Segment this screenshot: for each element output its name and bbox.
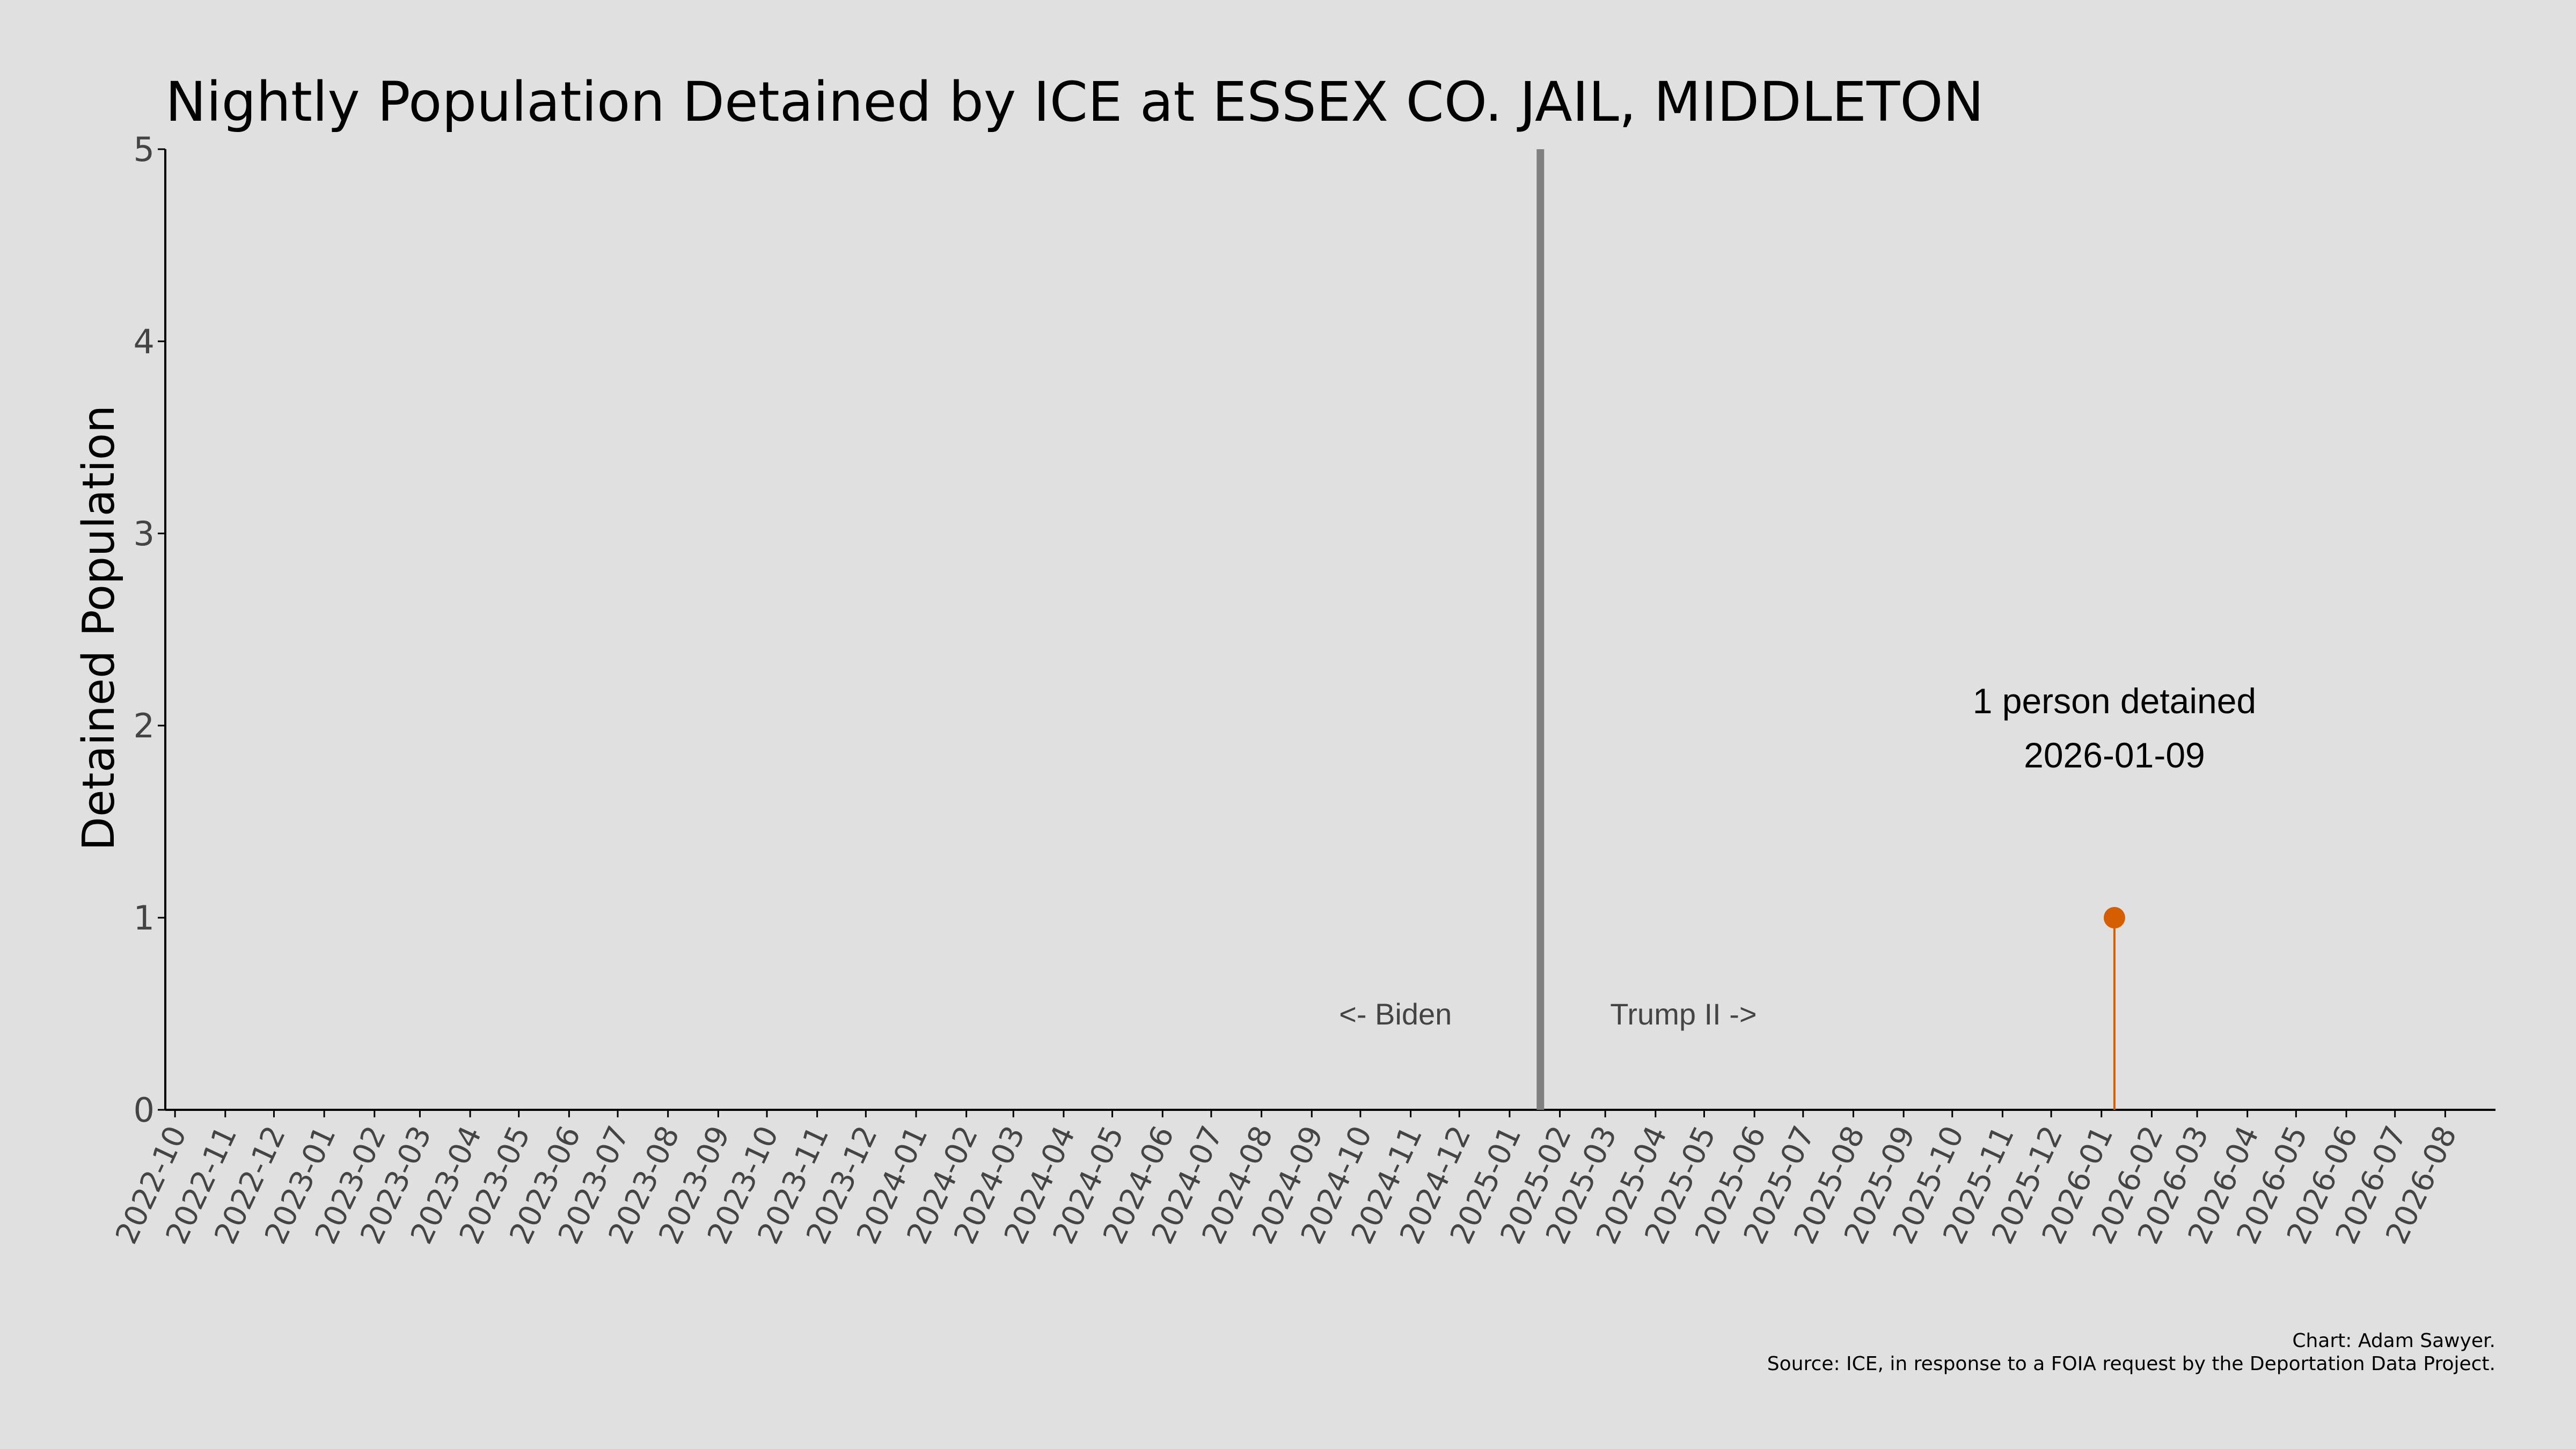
- data-point: [2103, 907, 2125, 928]
- data-series: [2103, 907, 2125, 1110]
- y-axis-label: Detained Population: [74, 405, 125, 851]
- y-axis: 0 1 2 3 4 5: [134, 130, 166, 1130]
- y-tick-label: 4: [134, 322, 155, 361]
- y-tick-label: 5: [134, 130, 155, 169]
- y-tick-label: 0: [134, 1091, 155, 1130]
- trump-era-label: Trump II ->: [1610, 997, 1757, 1031]
- caption-credit: Chart: Adam Sawyer.: [2292, 1330, 2496, 1352]
- chart-title: Nightly Population Detained by ICE at ES…: [165, 70, 1984, 134]
- x-axis: 2022-102022-112022-122023-012023-022023-…: [109, 1109, 2496, 1249]
- y-tick-label: 2: [134, 706, 155, 745]
- y-tick-label: 1: [134, 898, 155, 938]
- biden-era-label: <- Biden: [1339, 997, 1452, 1031]
- caption-source: Source: ICE, in response to a FOIA reque…: [1767, 1353, 2496, 1375]
- peak-annotation-date: 2026-01-09: [2024, 735, 2205, 775]
- peak-annotation-count: 1 person detained: [1973, 681, 2256, 721]
- y-tick-label: 3: [134, 514, 155, 553]
